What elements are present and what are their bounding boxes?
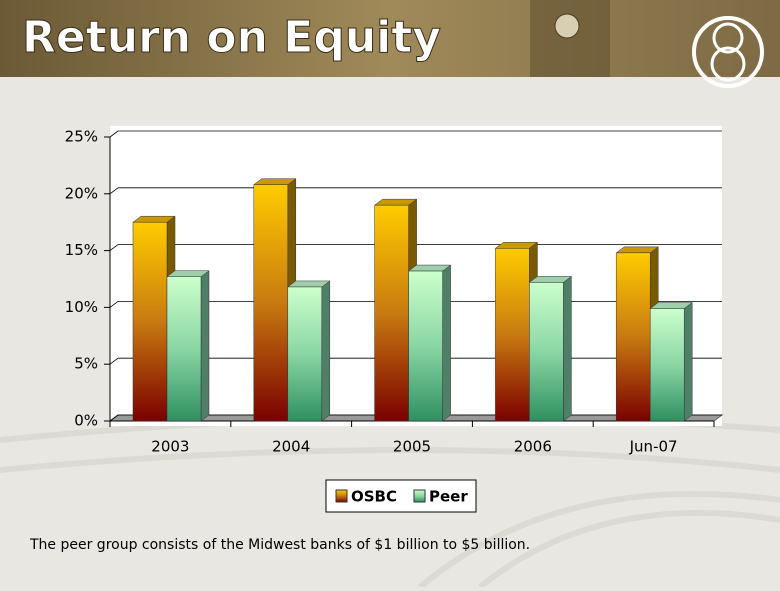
x-tick-label: 2003 — [151, 438, 189, 456]
bar — [374, 204, 409, 422]
logo — [692, 16, 764, 88]
slide-title: Return on Equity — [22, 12, 441, 63]
x-tick-label: 2005 — [393, 438, 431, 456]
bar — [615, 252, 651, 422]
y-tick-label: 25% — [65, 128, 98, 146]
bar-side — [200, 270, 210, 422]
legend-swatch — [335, 489, 348, 503]
legend-items: OSBC Peer — [335, 488, 468, 506]
bar — [529, 282, 564, 422]
bar-side — [321, 280, 331, 422]
footnote: The peer group consists of the Midwest b… — [29, 537, 530, 553]
legend — [325, 479, 477, 513]
legend-label: Peer — [429, 488, 468, 506]
bar — [408, 270, 443, 422]
chart: 0% 5% 10% 15% 20% 25% 2003 2004 2005 2006 Jun-07 — [65, 128, 724, 456]
grid-wall — [109, 414, 119, 422]
bar — [132, 221, 168, 422]
bar — [649, 308, 685, 422]
x-tick-label: 2004 — [272, 438, 310, 456]
y-tick-label: 5% — [74, 355, 98, 373]
grid-wall — [109, 187, 119, 195]
grid-wall — [109, 244, 119, 251]
bar-side — [563, 275, 572, 422]
bar-side — [683, 302, 693, 422]
header-building — [530, 0, 610, 77]
y-tick-label: 15% — [65, 241, 98, 259]
header-banner — [0, 0, 780, 77]
bar — [287, 286, 323, 422]
bar — [253, 184, 289, 422]
grid-wall — [109, 130, 119, 138]
legend-label: OSBC — [351, 488, 397, 506]
y-tick-label: 0% — [74, 412, 98, 430]
x-tick-label: 2006 — [514, 438, 552, 456]
x-tick-label: Jun-07 — [629, 438, 678, 456]
y-tick-label: 20% — [65, 184, 98, 202]
bar — [166, 276, 202, 422]
y-tick-label: 10% — [65, 298, 98, 316]
bar — [495, 248, 530, 422]
header-clock — [554, 13, 580, 39]
bar-side — [442, 264, 451, 422]
grid-wall — [109, 357, 119, 365]
grid-wall — [109, 301, 119, 308]
legend-swatch — [413, 489, 426, 503]
